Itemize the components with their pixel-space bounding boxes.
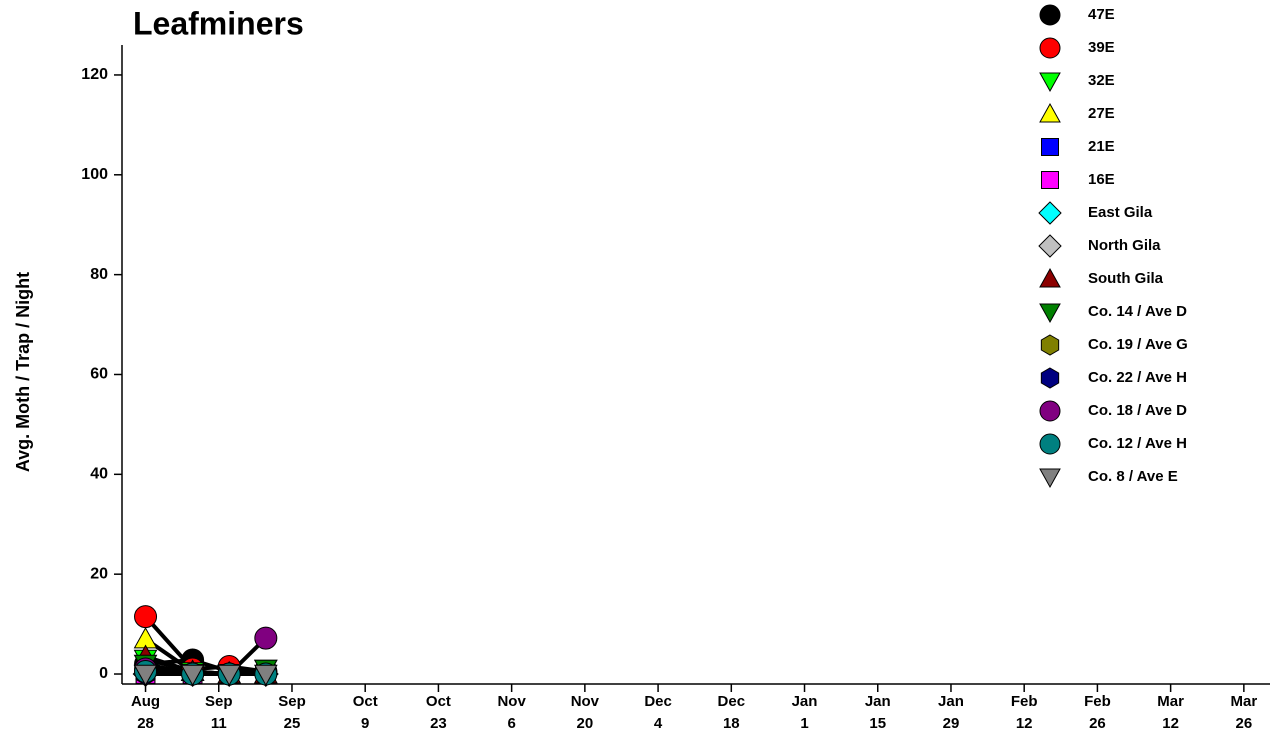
x-tick-label: Oct 9: [353, 693, 378, 732]
legend-marker: [1038, 201, 1062, 225]
y-tick-label: 0: [99, 665, 108, 682]
legend-marker: [1039, 303, 1061, 324]
legend-label: North Gila: [1088, 237, 1161, 254]
y-tick-label: 60: [90, 366, 108, 383]
x-tick-label: Jan 15: [865, 693, 891, 732]
legend-label: 32E: [1088, 72, 1115, 89]
legend-marker: [1039, 433, 1061, 455]
x-tick-label: Mar 12: [1157, 693, 1184, 732]
legend-marker: [1039, 4, 1061, 26]
legend-label: 47E: [1088, 6, 1115, 23]
marker: [133, 664, 158, 687]
x-tick-label: Aug 28: [131, 693, 160, 732]
marker: [253, 664, 278, 687]
x-tick-label: Mar 26: [1231, 693, 1258, 732]
legend-marker: [1041, 138, 1059, 156]
x-tick-label: Nov 20: [571, 693, 600, 732]
y-tick-label: 40: [90, 466, 108, 483]
legend-label: 21E: [1088, 138, 1115, 155]
x-tick-label: Feb 12: [1011, 693, 1038, 732]
legend-marker: [1039, 400, 1061, 422]
x-tick-label: Sep 25: [278, 693, 306, 732]
legend-label: South Gila: [1088, 270, 1164, 287]
legend-label: Co. 14 / Ave D: [1088, 303, 1187, 320]
marker: [254, 626, 278, 650]
legend-label: 39E: [1088, 39, 1115, 56]
x-tick-label: Dec 4: [644, 693, 672, 732]
marker: [180, 664, 205, 687]
legend-label: 16E: [1088, 171, 1115, 188]
legend-label: Co. 18 / Ave D: [1088, 402, 1187, 419]
legend-marker: [1039, 37, 1061, 59]
y-tick-label: 80: [90, 266, 108, 283]
legend-marker: [1039, 468, 1061, 489]
series-line: [144, 615, 267, 674]
legend-marker: [1040, 367, 1060, 389]
x-tick-label: Dec 18: [718, 693, 746, 732]
legend-label: Co. 22 / Ave H: [1088, 369, 1187, 386]
y-axis-label: Avg. Moth / Trap / Night: [13, 272, 33, 472]
x-tick-label: Feb 26: [1084, 693, 1111, 732]
legend-label: Co. 12 / Ave H: [1088, 435, 1187, 452]
x-tick-label: Sep 11: [205, 693, 233, 732]
legend-marker: [1040, 334, 1060, 356]
x-tick-label: Jan 1: [792, 693, 818, 732]
legend-marker: [1038, 234, 1062, 258]
legend-marker: [1041, 171, 1059, 189]
legend-label: Co. 8 / Ave E: [1088, 468, 1178, 485]
x-tick-label: Jan 29: [938, 693, 964, 732]
legend-marker: [1039, 267, 1061, 288]
x-tick-label: Nov 6: [497, 693, 526, 732]
y-tick-label: 120: [81, 66, 108, 83]
legend-label: 27E: [1088, 105, 1115, 122]
legend-label: East Gila: [1088, 204, 1153, 221]
y-tick-label: 100: [81, 166, 108, 183]
chart-title: Leafminers: [133, 5, 304, 41]
legend-marker: [1039, 102, 1061, 123]
legend-marker: [1039, 72, 1061, 93]
x-tick-label: Oct 23: [426, 693, 451, 732]
marker: [217, 664, 242, 687]
legend-label: Co. 19 / Ave G: [1088, 336, 1188, 353]
marker: [134, 605, 158, 629]
y-tick-label: 20: [90, 565, 108, 582]
